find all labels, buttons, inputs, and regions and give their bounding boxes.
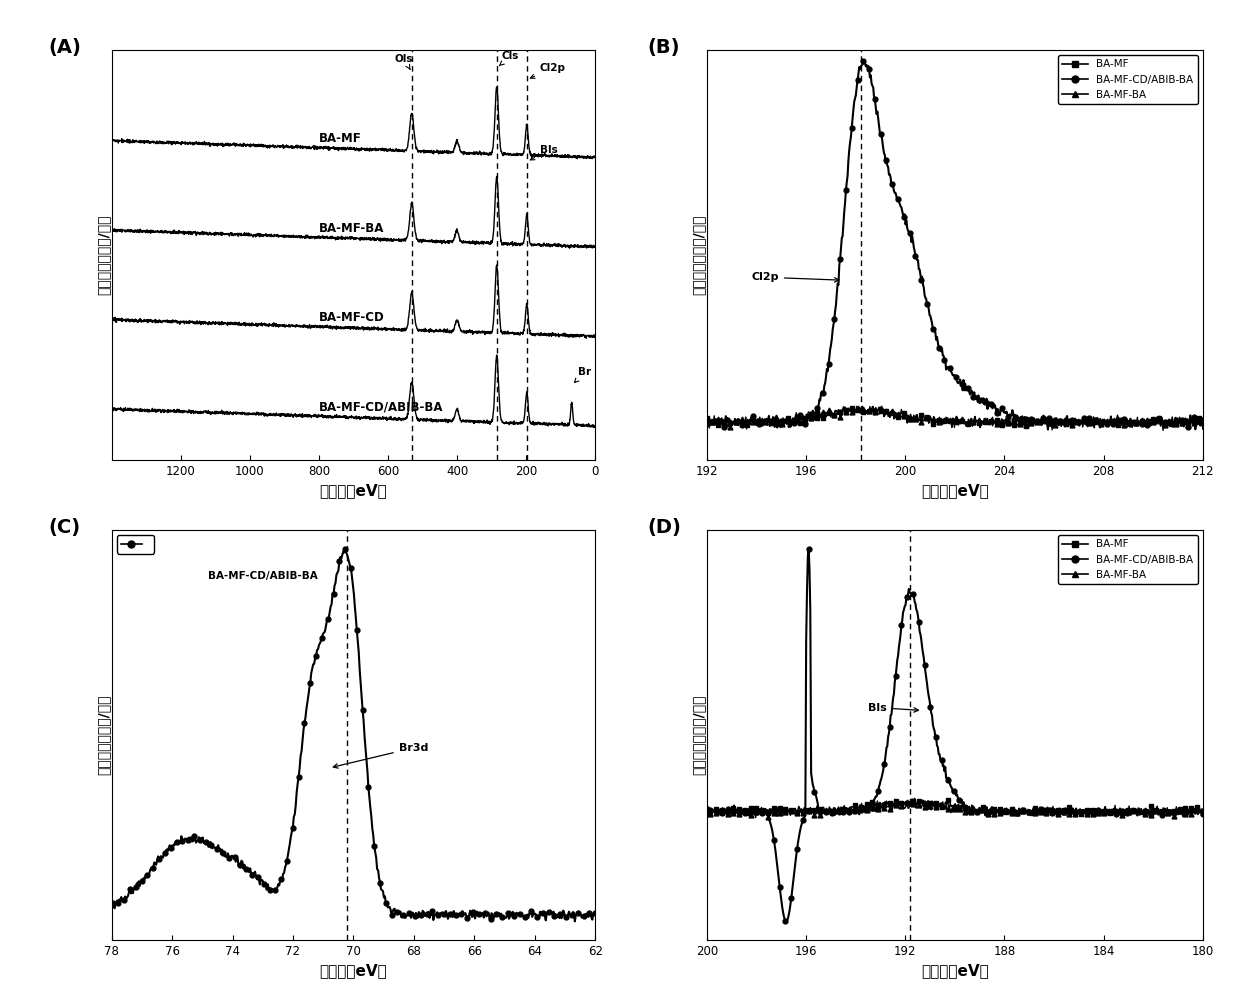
X-axis label: 结合能（eV）: 结合能（eV） — [320, 483, 387, 498]
Text: Cls: Cls — [500, 51, 520, 66]
Y-axis label: 相对强度（脉冲/秒）: 相对强度（脉冲/秒） — [97, 695, 110, 775]
Legend: BA-MF, BA-MF-CD/ABIB-BA, BA-MF-BA: BA-MF, BA-MF-CD/ABIB-BA, BA-MF-BA — [1058, 55, 1198, 104]
Text: (B): (B) — [647, 38, 680, 57]
Y-axis label: 相对强度（脉冲/秒）: 相对强度（脉冲/秒） — [97, 215, 110, 295]
Legend:  — [117, 535, 154, 554]
Text: Bls: Bls — [531, 145, 558, 160]
Y-axis label: 相对强度（脉冲/秒）: 相对强度（脉冲/秒） — [692, 695, 706, 775]
Text: (A): (A) — [48, 38, 82, 57]
Text: Bls: Bls — [868, 703, 919, 713]
Text: BA-MF-CD/ABIB-BA: BA-MF-CD/ABIB-BA — [208, 571, 319, 581]
Text: Br3d: Br3d — [334, 743, 428, 768]
Text: (C): (C) — [48, 518, 81, 537]
Text: Br: Br — [574, 367, 591, 383]
Text: Cl2p: Cl2p — [751, 272, 839, 282]
Text: BA-MF: BA-MF — [319, 132, 362, 145]
X-axis label: 结合能（eV）: 结合能（eV） — [320, 963, 387, 978]
Text: BA-MF-CD: BA-MF-CD — [319, 311, 384, 324]
X-axis label: 结合能（eV）: 结合能（eV） — [921, 963, 988, 978]
Text: Cl2p: Cl2p — [531, 63, 565, 78]
Y-axis label: 相对强度（脉冲/秒）: 相对强度（脉冲/秒） — [692, 215, 706, 295]
Text: BA-MF-CD/ABIB-BA: BA-MF-CD/ABIB-BA — [319, 401, 444, 414]
Text: BA-MF-BA: BA-MF-BA — [319, 222, 384, 235]
Text: (D): (D) — [647, 518, 681, 537]
Text: Ols: Ols — [394, 54, 413, 69]
X-axis label: 结合能（eV）: 结合能（eV） — [921, 483, 988, 498]
Legend: BA-MF, BA-MF-CD/ABIB-BA, BA-MF-BA: BA-MF, BA-MF-CD/ABIB-BA, BA-MF-BA — [1058, 535, 1198, 584]
